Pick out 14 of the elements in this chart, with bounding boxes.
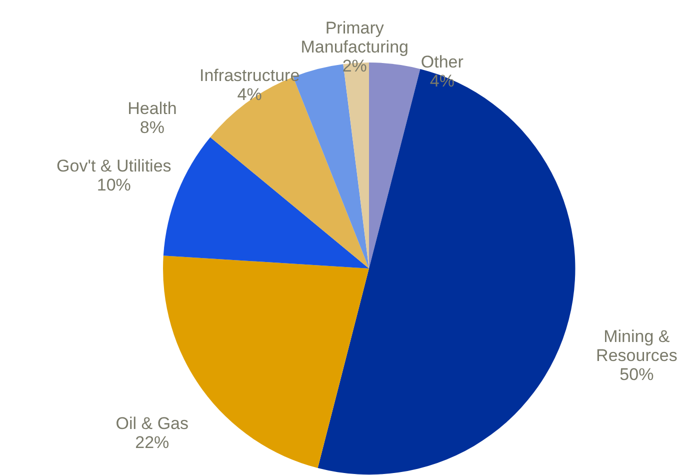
data-label: 50%: [620, 364, 654, 384]
data-label: 4%: [237, 85, 262, 104]
data-label: 8%: [140, 118, 164, 137]
slice-label: Health: [128, 98, 177, 118]
data-label: 4%: [430, 72, 454, 91]
slice-label: Other: [420, 52, 464, 72]
slice-label: Infrastructure: [200, 66, 300, 86]
slice-label: Primary Manufacturing: [300, 18, 408, 56]
slice-label: Oil & Gas: [116, 414, 189, 433]
data-label: 10%: [96, 176, 131, 195]
slice-label: Gov't & Utilities: [56, 156, 172, 176]
data-label: 22%: [135, 432, 170, 452]
slice-label: Mining & Resources: [596, 326, 678, 365]
pie-slice: [369, 62, 420, 268]
